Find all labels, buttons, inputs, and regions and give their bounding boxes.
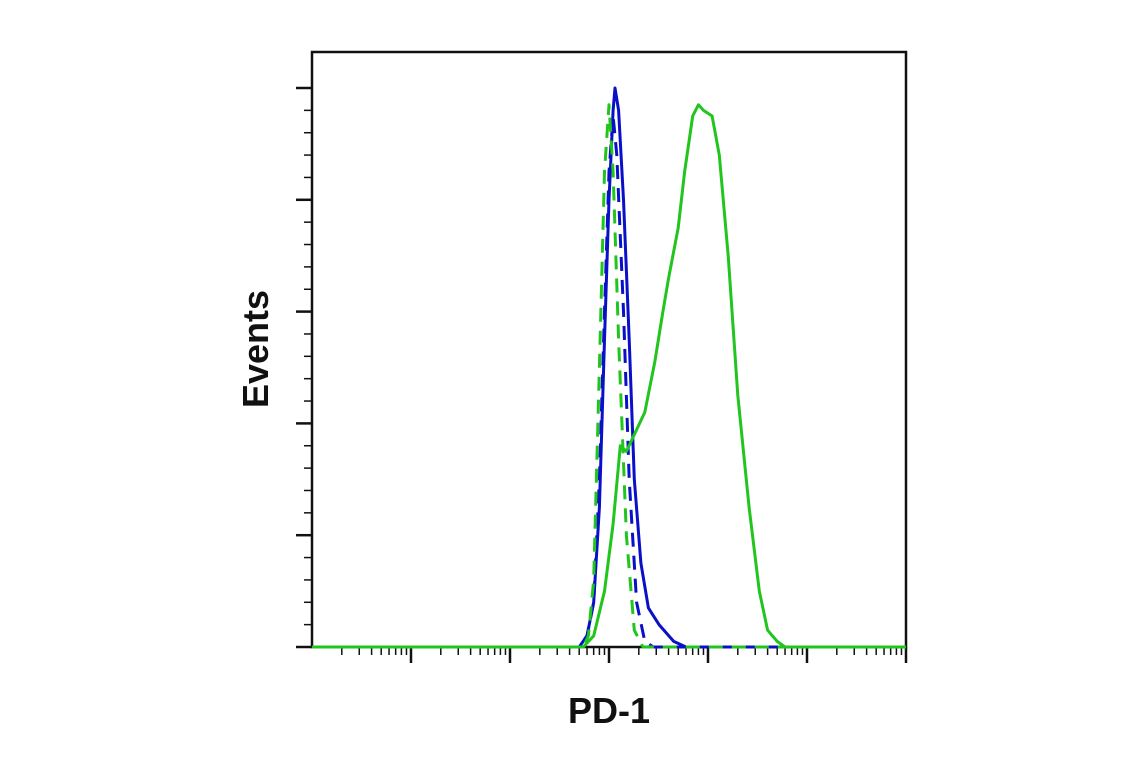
x-axis-ticks	[341, 647, 908, 663]
series-line-2	[312, 114, 906, 649]
series-line-3	[312, 103, 906, 649]
series-line-4	[312, 103, 906, 649]
x-axis-label: PD-1	[568, 690, 650, 731]
series-line-1	[312, 86, 906, 649]
series-group	[312, 86, 906, 649]
y-axis-ticks	[296, 86, 312, 649]
y-axis-label: Events	[235, 290, 276, 408]
